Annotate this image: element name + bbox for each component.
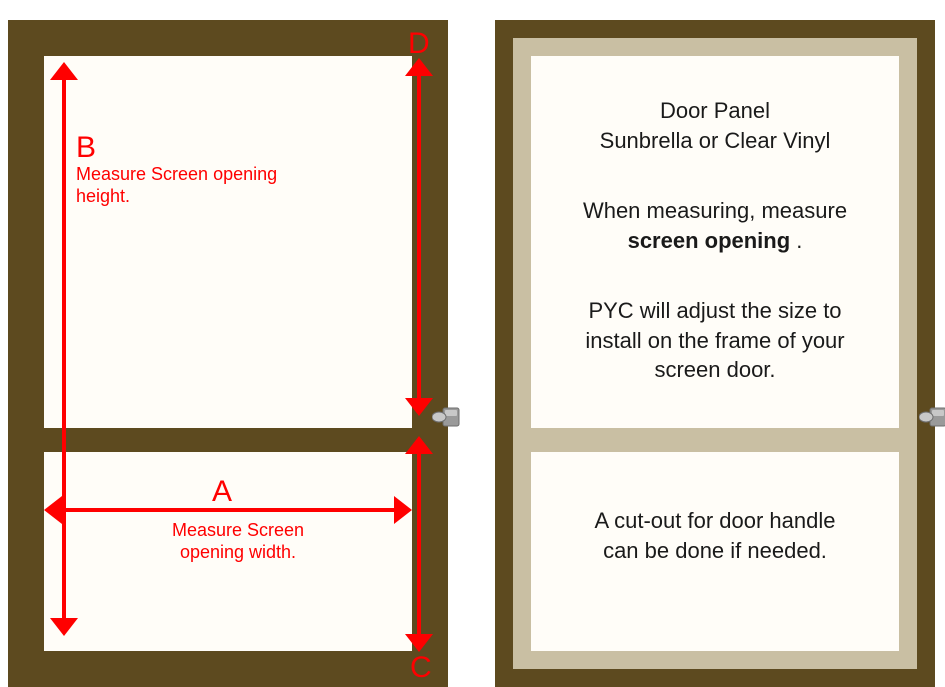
right-text-block-2: When measuring, measure screen opening .: [531, 196, 899, 255]
right-divider: [531, 428, 899, 452]
arrow-a-head-right: [394, 496, 412, 524]
text-bottom-l2: can be done if needed.: [603, 538, 827, 563]
arrow-dc-head-lower-up: [405, 436, 433, 454]
text-mid-line1: When measuring, measure: [583, 198, 847, 223]
label-b-caption: Measure Screen opening height.: [76, 164, 296, 207]
right-door-handle-icon: [919, 406, 945, 428]
arrow-dc-head-up: [405, 58, 433, 76]
arrow-dc-lower: [417, 452, 421, 638]
arrow-b: [62, 78, 66, 620]
text-top-line1: Door Panel: [660, 98, 770, 123]
label-d: D: [408, 26, 430, 62]
text-p3-l3: screen door.: [654, 357, 775, 382]
text-bottom-l1: A cut-out for door handle: [595, 508, 836, 533]
left-door: [8, 20, 448, 687]
right-text-block-4: A cut-out for door handle can be done if…: [531, 506, 899, 565]
label-b: B: [76, 130, 96, 166]
text-mid-bold: screen opening: [628, 228, 791, 253]
left-upper-opening: [44, 56, 412, 428]
text-p3-l1: PYC will adjust the size to: [588, 298, 841, 323]
text-p3-l2: install on the frame of your: [585, 328, 844, 353]
text-top-line2: Sunbrella or Clear Vinyl: [600, 128, 831, 153]
arrow-dc-head-upper-down: [405, 398, 433, 416]
label-a: A: [212, 474, 232, 510]
right-text-block-1: Door Panel Sunbrella or Clear Vinyl: [531, 96, 899, 155]
right-lower-opening: A cut-out for door handle can be done if…: [531, 452, 899, 651]
arrow-b-head-down: [50, 618, 78, 636]
label-c: C: [410, 650, 432, 686]
arrow-dc-upper: [417, 72, 421, 402]
right-upper-opening: Door Panel Sunbrella or Clear Vinyl When…: [531, 56, 899, 428]
label-a-caption: Measure Screen opening width.: [158, 520, 318, 563]
right-text-block-3: PYC will adjust the size to install on t…: [531, 296, 899, 385]
arrow-b-head-up: [50, 62, 78, 80]
arrow-dc-head-down: [405, 634, 433, 652]
text-mid-suffix: .: [790, 228, 802, 253]
right-door: Door Panel Sunbrella or Clear Vinyl When…: [495, 20, 935, 687]
left-door-handle-icon: [432, 406, 462, 428]
arrow-a-head-left: [44, 496, 62, 524]
